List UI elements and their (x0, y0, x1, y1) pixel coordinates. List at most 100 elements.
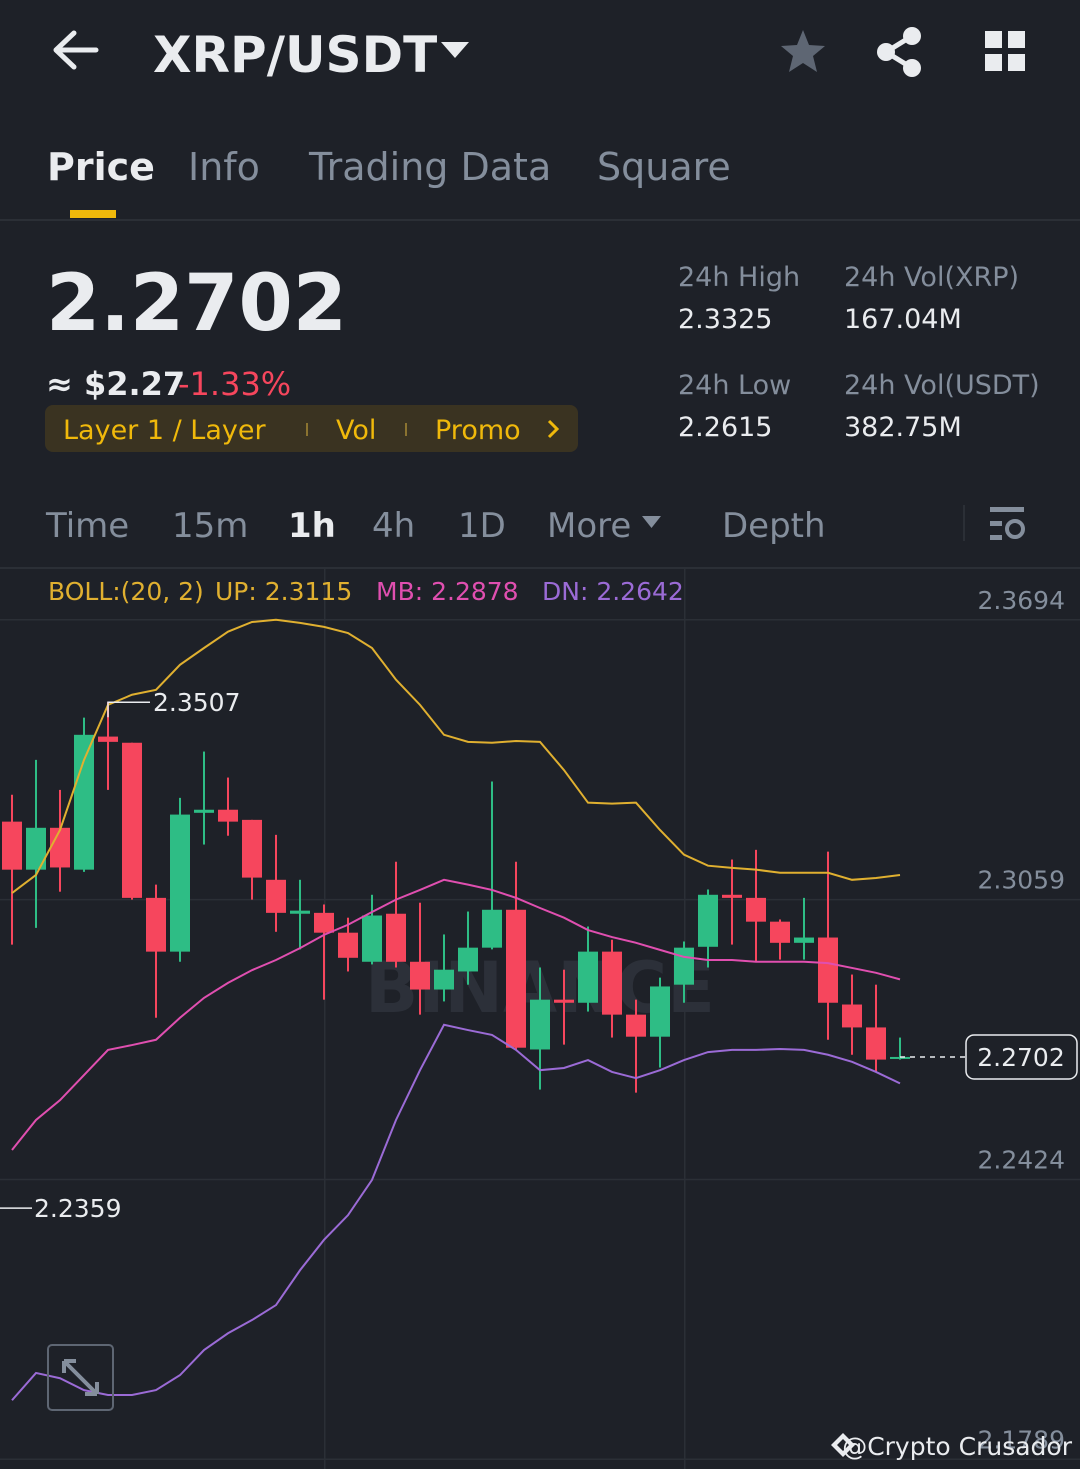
candle-body (218, 809, 238, 822)
min-label: 2.2359 (34, 1194, 121, 1223)
favorite-icon[interactable] (781, 30, 825, 72)
settings-gear (1005, 519, 1025, 539)
candle-body (434, 969, 454, 990)
tag-divider (405, 423, 407, 436)
candle-body (50, 827, 70, 868)
chart-settings-icon[interactable] (990, 507, 1025, 540)
candle-body (290, 910, 310, 914)
max-marker (107, 701, 150, 718)
vertical-grid-line (684, 569, 686, 1469)
settings-bar (990, 521, 1002, 526)
last-price-label: 2.2702 (977, 1043, 1064, 1072)
candle-body (74, 734, 94, 870)
tab[interactable]: Info (188, 145, 260, 189)
watermark-icon (831, 1433, 855, 1457)
layout-cell (1008, 54, 1025, 71)
candle-body (842, 1004, 862, 1028)
candle-body (746, 897, 766, 922)
tag: Promo (435, 415, 521, 446)
stat-label: 24h Vol(USDT) (844, 370, 1040, 401)
candle-body (722, 894, 742, 898)
tag-bar[interactable]: Layer 1 / Layer Vol Promo (45, 405, 578, 452)
candle-body (338, 932, 358, 958)
more-dropdown[interactable] (642, 516, 661, 528)
candle-body (626, 1014, 646, 1037)
watermark: @Crypto Crusador (842, 1432, 1073, 1461)
candle-body (146, 897, 166, 952)
last-price-box (965, 1034, 1078, 1080)
candle-body (554, 999, 574, 1003)
interval[interactable]: 4h (372, 506, 415, 546)
interval[interactable]: Time (45, 506, 129, 546)
stat-label: 24h Low (678, 370, 791, 401)
candle-body (386, 913, 406, 962)
interval[interactable]: More (547, 506, 631, 546)
layout-cell (985, 54, 1002, 71)
pair-dropdown[interactable] (441, 42, 469, 58)
back-icon (53, 30, 99, 70)
stat-value: 2.2615 (678, 412, 772, 443)
layout-cell (1008, 31, 1025, 48)
stat-label: 24h High (678, 262, 800, 293)
y-tick-label: 2.1789 (978, 1425, 1065, 1454)
candle-body (506, 909, 526, 1048)
bollinger-line (11, 1023, 901, 1401)
candle-body (650, 986, 670, 1037)
share-icon[interactable] (877, 27, 921, 77)
candle-body (194, 809, 214, 813)
pair-title[interactable]: XRP/USDT (153, 26, 437, 84)
candle-body (122, 742, 142, 898)
candle-body (410, 961, 430, 990)
expand-button[interactable] (47, 1344, 114, 1411)
settings-bar (990, 535, 1002, 540)
divider (963, 505, 965, 541)
settings-bar (990, 507, 1024, 512)
expand-box (47, 1344, 114, 1411)
candle-body (2, 821, 22, 870)
candle-body (266, 879, 286, 913)
vertical-grid-line (324, 569, 326, 1469)
stat-value: 382.75M (844, 412, 962, 443)
tag: Layer 1 / Layer (63, 415, 266, 446)
indicator-mb: MB: 2.2878 (376, 577, 519, 606)
candle-body (866, 1027, 886, 1060)
tag-chevron (547, 419, 560, 439)
tag: Vol (336, 415, 376, 446)
divider (0, 219, 1080, 221)
candle-body (578, 951, 598, 1003)
tab-indicator (70, 210, 116, 218)
y-tick-label: 2.2424 (978, 1145, 1065, 1174)
bollinger-line (11, 878, 901, 1151)
chart: BINANCE 2.36942.30592.24242.17892.35072.… (0, 569, 1080, 1469)
layout-icon[interactable] (985, 31, 1025, 71)
share-lines (881, 33, 914, 71)
price-change: -1.33% (178, 365, 291, 403)
candle-body (242, 819, 262, 878)
tab[interactable]: Trading Data (308, 145, 551, 189)
y-tick-label: 2.3059 (978, 866, 1065, 895)
indicator-up: UP: 2.3115 (215, 577, 352, 606)
back-button[interactable] (53, 30, 99, 70)
candle-body (98, 736, 118, 742)
divider (0, 567, 1080, 569)
stat-value: 167.04M (844, 304, 962, 335)
layout-cell (985, 31, 1002, 48)
candle-body (530, 999, 550, 1050)
interval[interactable]: 15m (172, 506, 248, 546)
interval[interactable]: 1h (288, 506, 336, 546)
tag-background (45, 405, 578, 452)
bollinger-line (11, 618, 901, 894)
candle-body (458, 947, 478, 972)
indicator-name: BOLL:(20, 2) (48, 577, 204, 606)
candle-body (674, 947, 694, 985)
candle-body (602, 951, 622, 1015)
candle-body (818, 937, 838, 1003)
tab[interactable]: Square (597, 145, 731, 189)
price-usd: ≈ $2.27 (46, 365, 185, 403)
interval[interactable]: 1D (458, 506, 506, 546)
tab[interactable]: Price (47, 145, 155, 189)
candle-body (314, 912, 334, 933)
interval[interactable]: Depth (722, 506, 826, 546)
